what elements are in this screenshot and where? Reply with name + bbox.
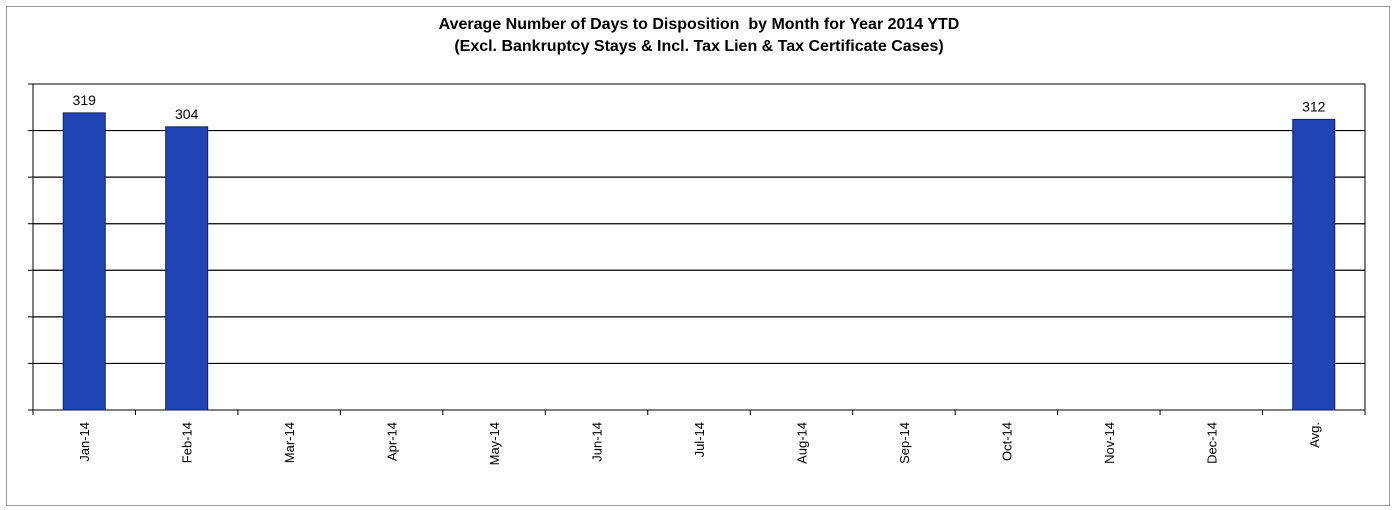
x-tick-label: Oct-14 — [999, 422, 1014, 461]
x-tick-label: Avg. — [1307, 422, 1322, 448]
x-tick-label: Feb-14 — [180, 422, 195, 463]
chart-title: Average Number of Days to Disposition by… — [439, 16, 960, 33]
bar-jan-14 — [62, 112, 106, 411]
chart-frame: Average Number of Days to Disposition by… — [6, 6, 1390, 506]
x-tick-label: Nov-14 — [1102, 422, 1117, 464]
chart-svg: Average Number of Days to Disposition by… — [28, 16, 1366, 465]
bar-avg — [1292, 118, 1336, 411]
x-tick-label: Apr-14 — [385, 422, 400, 461]
x-tick-label: Jan-14 — [77, 422, 92, 462]
x-tick-label: Jun-14 — [590, 422, 605, 462]
x-tick-label: Jul-14 — [692, 422, 707, 457]
x-tick-label: Sep-14 — [897, 422, 912, 464]
data-label: 312 — [1302, 98, 1326, 114]
plot-border — [32, 83, 1366, 411]
x-tick-label: May-14 — [487, 422, 502, 465]
chart-subtitle: (Excl. Bankruptcy Stays & Incl. Tax Lien… — [454, 38, 943, 55]
x-tick-label: Aug-14 — [794, 422, 809, 464]
data-label: 304 — [175, 106, 199, 122]
bar-feb-14 — [165, 126, 209, 411]
plot-area: 319 Jan-14 304 Feb-14 Mar-14 Apr-14 May-14 Jun-… — [28, 83, 1366, 465]
x-tick-label: Dec-14 — [1204, 422, 1219, 464]
data-label: 319 — [73, 92, 97, 108]
x-tick-label: Mar-14 — [282, 422, 297, 463]
